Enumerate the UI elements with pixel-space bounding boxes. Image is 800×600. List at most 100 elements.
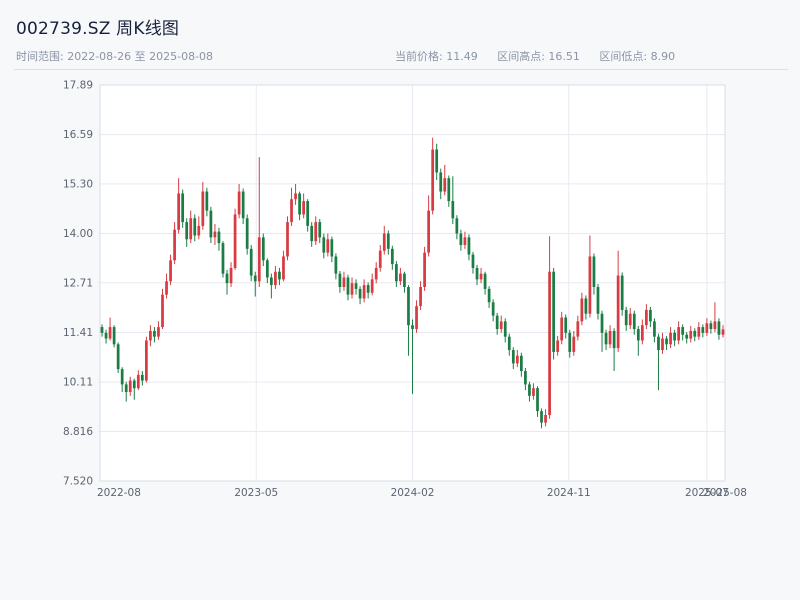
x-axis-label: 2022-08	[97, 487, 141, 499]
range-high-label: 区间高点: 16.51	[497, 50, 580, 63]
candle-body	[524, 371, 527, 385]
candle-body	[132, 380, 136, 389]
range-low-label: 区间低点: 8.90	[599, 50, 676, 63]
candle-body	[278, 271, 281, 280]
candle-body	[415, 306, 418, 330]
candle-body	[665, 338, 668, 345]
candle-body	[374, 267, 378, 280]
candle-body	[568, 332, 572, 352]
candle-body	[495, 315, 499, 330]
candle-body	[572, 336, 576, 352]
candle-body	[124, 384, 128, 393]
candle-body	[237, 191, 241, 215]
candle-body	[298, 193, 301, 215]
candle-body	[653, 321, 656, 337]
candle-body	[435, 149, 439, 173]
candle-body	[636, 329, 640, 341]
candle-body	[370, 279, 374, 293]
y-axis-label: 12.71	[63, 277, 93, 289]
candle-body	[616, 275, 620, 349]
candle-body	[108, 327, 112, 339]
candle-body	[161, 294, 164, 328]
candle-body	[507, 336, 511, 351]
candle-body	[459, 233, 463, 246]
candle-body	[717, 321, 721, 335]
plot-border	[99, 84, 726, 482]
candle-body	[628, 313, 632, 326]
candle-body	[225, 273, 229, 284]
candle-body	[395, 264, 398, 282]
candle-body	[310, 225, 314, 242]
candle-body	[140, 374, 144, 381]
candle-body	[431, 149, 435, 211]
candle-body	[556, 340, 560, 352]
candle-body	[423, 252, 426, 288]
candle-body	[681, 327, 685, 335]
candle-body	[145, 340, 148, 381]
candle-body	[136, 374, 140, 389]
candle-body	[661, 338, 664, 351]
candle-body	[463, 237, 467, 246]
candle-body	[366, 285, 370, 293]
x-axis-label: 2024-11	[547, 487, 591, 499]
candle-body	[165, 281, 168, 295]
y-axis-label: 10.11	[63, 377, 93, 389]
candle-body	[447, 178, 451, 202]
candle-body	[290, 199, 293, 223]
candle-body	[419, 287, 422, 307]
candle-body	[201, 191, 205, 226]
x-axis-label: 2025-07	[685, 487, 729, 499]
candle-body	[697, 327, 701, 337]
candle-body	[213, 231, 217, 238]
candle-body	[257, 237, 261, 282]
candle-body	[520, 355, 523, 372]
candle-body	[677, 327, 680, 341]
candle-body	[169, 260, 172, 282]
candle-body	[608, 330, 612, 345]
candle-body	[282, 256, 285, 280]
candle-body	[386, 233, 390, 249]
candle-body	[104, 332, 108, 339]
candle-body	[342, 277, 346, 288]
candle-body	[721, 329, 725, 335]
candle-body	[189, 218, 193, 240]
candle-body	[540, 411, 543, 423]
candle-body	[403, 273, 406, 288]
candle-body	[116, 344, 120, 370]
candle-body	[560, 317, 564, 341]
candle-body	[455, 218, 459, 234]
x-axis-label: 2023-05	[234, 487, 278, 499]
candle-body	[600, 313, 604, 333]
candle-body	[350, 283, 354, 295]
candle-body	[399, 273, 402, 282]
candle-body	[274, 271, 277, 286]
candle-body	[338, 273, 342, 288]
candle-body	[302, 201, 305, 215]
candle-body	[645, 309, 648, 326]
candle-body	[483, 273, 487, 289]
candle-body	[265, 260, 269, 278]
candle-body	[245, 218, 249, 249]
time-range-label: 时间范围: 2022-08-26 至 2025-08-08	[16, 50, 214, 63]
candle-body	[624, 309, 628, 326]
candle-body	[552, 271, 555, 352]
candle-body	[576, 321, 580, 337]
y-axis-label: 7.520	[63, 476, 93, 488]
candle-body	[491, 302, 495, 316]
candle-body	[233, 214, 237, 268]
candle-body	[197, 225, 201, 236]
candle-body	[669, 332, 672, 345]
candle-body	[467, 237, 471, 255]
candle-body	[286, 222, 289, 257]
candle-body	[443, 178, 447, 192]
y-axis-label: 14.00	[63, 228, 93, 240]
candle-body	[306, 201, 310, 226]
header-divider	[14, 69, 788, 70]
candle-body	[620, 275, 624, 310]
x-axis-label: 2024-02	[391, 487, 435, 499]
candle-body	[604, 332, 608, 345]
candle-body	[685, 334, 689, 339]
candle-body	[503, 321, 507, 337]
current-price-label: 当前价格: 11.49	[395, 50, 478, 63]
